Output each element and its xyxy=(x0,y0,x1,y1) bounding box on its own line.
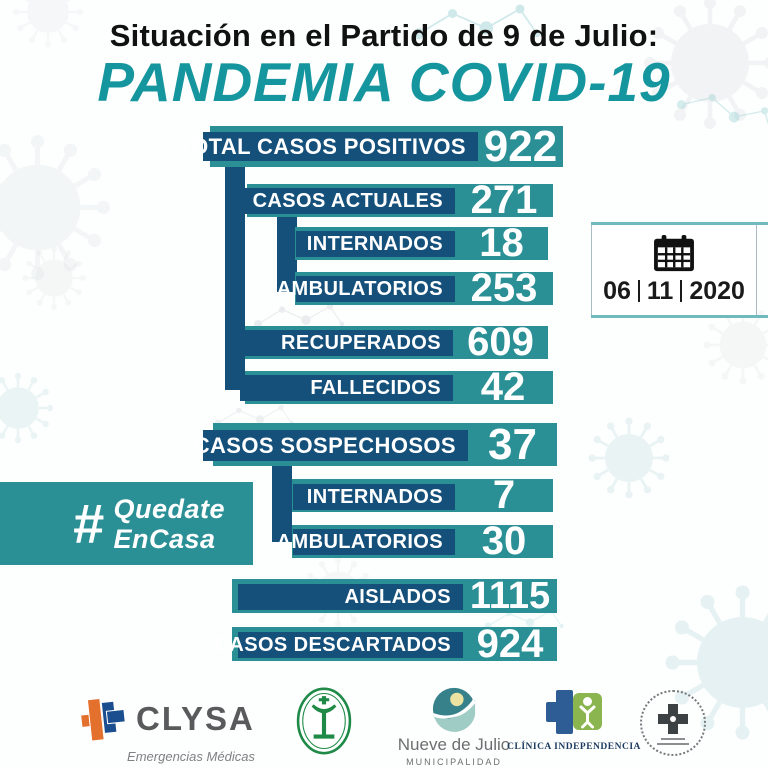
stat-value: 18 xyxy=(479,221,524,265)
round-seal-cross-icon xyxy=(640,690,706,756)
stat-value: 37 xyxy=(488,419,537,469)
stat-label: RECUPERADOS xyxy=(240,330,453,356)
municipality-logo: Nueve de Julio MUNICIPALIDAD xyxy=(396,686,512,767)
date-separator xyxy=(680,280,683,302)
stat-value: 1115 xyxy=(469,574,551,617)
stat-value: 42 xyxy=(480,365,526,409)
cross-person-icon xyxy=(546,690,602,734)
municipality-subtitle: MUNICIPALIDAD xyxy=(406,757,502,767)
hashtag-line2: EnCasa xyxy=(113,523,216,554)
stat-label: AMBULATORIOS xyxy=(277,529,455,555)
stat-value: 922 xyxy=(483,121,558,171)
sun-river-circle-emblem-icon xyxy=(432,687,476,732)
date-month: 11 xyxy=(646,276,674,305)
date-box: 06 11 2020 xyxy=(591,222,768,318)
virus-decoration xyxy=(18,242,90,314)
stat-label: CASOS ACTUALES xyxy=(245,188,455,214)
stat-label: CASOS SOSPECHOSOS xyxy=(194,430,468,461)
connector-actuales xyxy=(277,208,297,292)
virus-decoration xyxy=(583,412,675,504)
stat-label: TOTAL CASOS POSITIVOS xyxy=(178,132,478,161)
connector-sospechosos xyxy=(272,455,292,542)
hashtag-icon: # xyxy=(72,491,104,555)
stat-value: 30 xyxy=(481,519,527,563)
virus-decoration xyxy=(0,368,58,448)
stat-value: 7 xyxy=(492,473,516,517)
hashtag-text: Quedate EnCasa xyxy=(113,494,225,554)
stat-value: 271 xyxy=(470,178,538,222)
stat-value: 924 xyxy=(476,621,544,666)
date-year: 2020 xyxy=(689,276,745,305)
quedate-en-casa-banner: # Quedate EnCasa xyxy=(0,482,253,565)
stat-label: INTERNADOS xyxy=(293,484,455,510)
date-day: 06 xyxy=(603,276,631,305)
stat-label: AMBULATORIOS xyxy=(277,276,455,302)
stat-label: INTERNADOS xyxy=(296,231,455,257)
date-panel: 06 11 2020 xyxy=(591,225,757,315)
medical-circle-emblem xyxy=(294,686,354,756)
stat-value: 253 xyxy=(470,266,538,310)
virus-decoration xyxy=(0,125,120,290)
clinic-logo: CLÍNICA INDEPENDENCIA xyxy=(507,686,640,752)
municipality-name: Nueve de Julio xyxy=(397,735,511,754)
seal-logo xyxy=(640,690,706,756)
page-title: Situación en el Partido de 9 de Julio: xyxy=(109,18,659,53)
calendar-icon xyxy=(654,234,694,271)
hashtag-line1: Quedate xyxy=(113,493,225,524)
stat-label: CASOS DESCARTADOS xyxy=(215,632,463,658)
clysa-tagline: Emergencias Médicas xyxy=(127,749,255,764)
date-separator xyxy=(637,280,640,302)
page-subtitle: PANDEMIA COVID-19 xyxy=(97,51,671,113)
stat-value: 609 xyxy=(467,320,534,364)
date-value: 06 11 2020 xyxy=(603,277,745,306)
green-oval-cup-emblem-icon xyxy=(296,687,352,755)
clysa-name: CLYSA xyxy=(136,700,255,737)
medical-cross-icon xyxy=(80,697,126,742)
clinic-name: CLÍNICA INDEPENDENCIA xyxy=(507,742,641,752)
stat-label: FALLECIDOS xyxy=(240,375,453,401)
clysa-logo: CLYSA Emergencias Médicas xyxy=(76,692,266,764)
stat-label: AISLADOS xyxy=(238,584,463,610)
